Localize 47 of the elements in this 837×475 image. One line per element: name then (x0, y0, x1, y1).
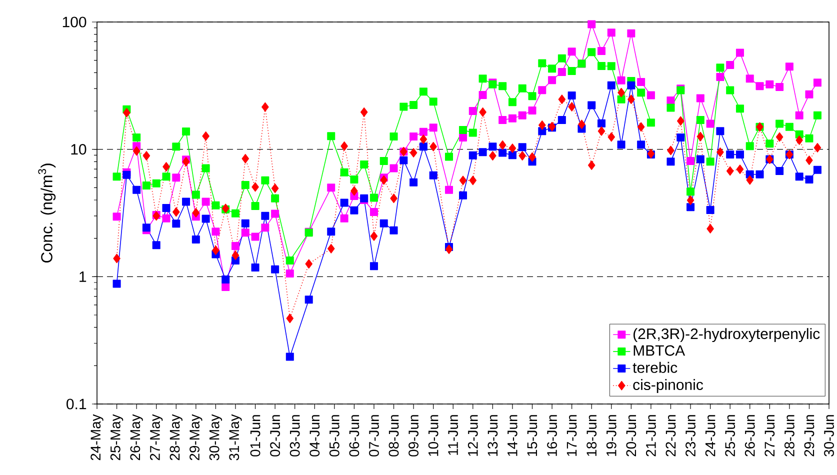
x-tick-label: 20-Jun (626, 415, 636, 456)
x-tick-label: 11-Jun (448, 415, 458, 455)
x-tick-label: 27-Jun (764, 415, 775, 456)
x-tick-label: 19-Jun (606, 415, 616, 456)
x-tick-label: 13-Jun (488, 415, 498, 456)
x-tick-label: 27-May (150, 414, 163, 460)
x-tick-label: 28-Jun (784, 415, 794, 456)
x-tick-label: 31-May (229, 414, 242, 460)
y-tick-label: 1 (80, 272, 86, 282)
x-tick-label: 08-Jun (388, 415, 399, 456)
x-tick-label: 29-Jun (804, 415, 814, 456)
x-tick-label: 17-Jun (566, 415, 577, 456)
x-tick-label: 26-May (130, 414, 143, 460)
x-tick-label: 25-May (110, 414, 124, 460)
x-tick-label: 16-Jun (547, 415, 557, 456)
y-tick-label: 10 (71, 144, 86, 155)
x-tick-label: 26-Jun (744, 415, 755, 456)
x-tick-label: 15-Jun (527, 415, 538, 456)
x-tick-label: 14-Jun (508, 415, 518, 456)
x-tick-label: 03-Jun (290, 415, 300, 456)
x-tick-label: 10-Jun (428, 415, 438, 456)
x-tick-label: 23-Jun (686, 415, 696, 456)
x-tick-label: 28-May (170, 414, 182, 460)
x-tick-label: 29-May (190, 414, 202, 460)
x-tick-label: 12-Jun (468, 415, 478, 456)
x-tick-label: 30-May (209, 414, 222, 460)
y-tick-label: 0.1 (66, 398, 86, 410)
x-tick-label: 07-Jun (369, 415, 379, 456)
x-tick-label: 30-Jun (824, 415, 834, 456)
x-tick-label: 02-Jun (270, 415, 280, 456)
y-tick-label: 100 (62, 16, 86, 28)
legend-label: (2R,3R)-2-hydroxyterpenylic (634, 328, 820, 342)
x-tick-label: 01-Jun (250, 415, 260, 456)
x-tick-label: 25-Jun (725, 415, 736, 456)
x-tick-label: 22-Jun (666, 415, 676, 456)
x-tick-label: 04-Jun (310, 415, 320, 456)
x-tick-label: 09-Jun (408, 415, 419, 456)
x-tick-label: 18-Jun (586, 415, 597, 456)
legend-label: MBTCA (634, 345, 686, 356)
legend-label: cis-pinonic (633, 379, 704, 394)
x-tick-label: 05-Jun (329, 415, 340, 456)
legend-label: terebic (632, 362, 678, 373)
y-axis-title: Conc. (ng/m$^{3}$) (38, 164, 56, 263)
x-tick-label: 24-Jun (705, 415, 716, 456)
x-tick-label: 06-Jun (349, 415, 360, 456)
x-tick-label: 21-Jun (646, 415, 656, 456)
x-tick-label: 24-May (90, 414, 104, 460)
